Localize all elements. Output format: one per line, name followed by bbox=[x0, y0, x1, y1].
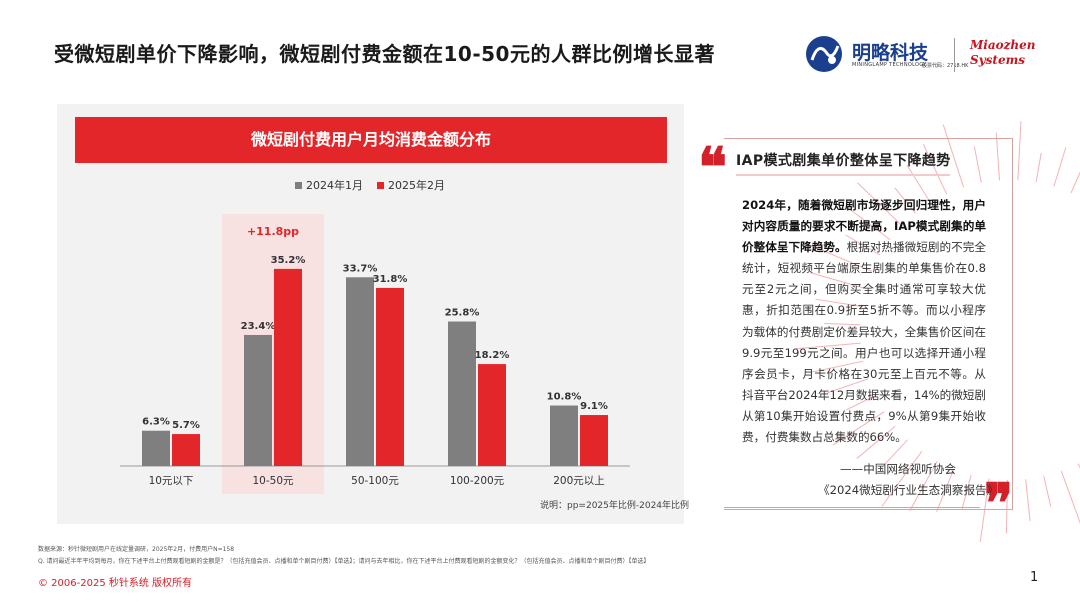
bar-2024-2 bbox=[346, 277, 374, 466]
x-tick-label-0: 10元以下 bbox=[149, 475, 194, 487]
quote-heading: IAP模式剧集单价整体呈下降趋势 bbox=[736, 153, 951, 169]
footnote-source: 数据来源：秒针微短剧用户在线定量调研，2025年2月，付费用户N=158 bbox=[38, 546, 235, 553]
data-label-2024-2: 33.7% bbox=[343, 263, 378, 274]
quote-box bbox=[724, 138, 1013, 510]
highlight-annotation: +11.8pp bbox=[247, 225, 299, 238]
quote-box-bottom-border bbox=[724, 507, 980, 508]
data-label-2025-3: 18.2% bbox=[475, 350, 510, 361]
bar-2025-3 bbox=[478, 364, 506, 466]
footnote-question: Q. 请问最近半年平均到每月，你在下述平台上付费观看短剧的金额是？（包括充值会员… bbox=[38, 558, 650, 565]
quote-body: 2024年，随着微短剧市场逐步回归理性，用户对内容质量的要求不断提高，IAP模式… bbox=[742, 195, 986, 448]
data-label-2024-3: 25.8% bbox=[445, 308, 480, 319]
open-quote-icon: ❝ bbox=[698, 135, 728, 199]
legend-swatch-2025 bbox=[377, 182, 384, 189]
data-label-2024-0: 6.3% bbox=[142, 417, 170, 428]
page-title: 受微短剧单价下降影响，微短剧付费金额在10-50元的人群比例增长显著 bbox=[54, 42, 715, 66]
logo-sub: 股票代码：2718.HK bbox=[922, 63, 969, 69]
quote-body-text: 根据对热播微短剧的不完全统计，短视频平台端原生剧集的单集售价在0.8元至2元之间… bbox=[742, 240, 986, 445]
bar-2025-0 bbox=[172, 434, 200, 466]
data-label-2025-2: 31.8% bbox=[373, 274, 408, 285]
miaozhen-line2: Systems bbox=[970, 53, 1026, 67]
legend-label-2024: 2024年1月 bbox=[306, 179, 363, 192]
legend-label-2025: 2025年2月 bbox=[388, 179, 445, 192]
miaozhen-line1: Miaozhen bbox=[970, 38, 1036, 52]
chart-title: 微短剧付费用户月均消费金额分布 bbox=[75, 117, 667, 163]
bar-2025-4 bbox=[580, 415, 608, 466]
bar-2025-2 bbox=[376, 287, 404, 466]
highlight-band bbox=[222, 214, 324, 494]
data-label-2025-0: 5.7% bbox=[172, 420, 200, 431]
quote-bold-text: 2024年，随着微短剧市场逐步回归理性，用户对内容质量的要求不断提高，IAP模式… bbox=[742, 198, 986, 255]
data-label-2024-4: 10.8% bbox=[547, 392, 582, 403]
page-number: 1 bbox=[1030, 570, 1039, 585]
quote-source: ——中国网络视听协会 bbox=[840, 462, 956, 476]
data-label-2024-1: 23.4% bbox=[241, 321, 276, 332]
x-tick-label-3: 100-200元 bbox=[450, 475, 505, 487]
x-tick-label-1: 10-50元 bbox=[252, 475, 294, 487]
header-logos: 明略科技 MININGLAMP TECHNOLOGY 股票代码：2718.HK … bbox=[804, 34, 1044, 74]
data-label-2025-1: 35.2% bbox=[271, 255, 306, 266]
bar-2024-4 bbox=[550, 405, 578, 466]
chart-legend: 2024年1月 2025年2月 bbox=[0, 177, 740, 193]
close-quote-icon: ❞ bbox=[984, 471, 1014, 535]
chart-note: 说明：pp=2025年比例-2024年比例 bbox=[540, 501, 690, 511]
quote-book: 《2024微短剧行业生态洞察报告》 bbox=[818, 483, 999, 497]
quote-heading-underline bbox=[736, 174, 950, 176]
mininglamp-logo-icon bbox=[806, 36, 842, 72]
miaozhen-logo: Miaozhen Systems bbox=[970, 38, 1036, 68]
bar-2024-3 bbox=[448, 321, 476, 466]
copyright: © 2006-2025 秒针系统 版权所有 bbox=[38, 578, 193, 589]
x-tick-label-4: 200元以上 bbox=[553, 475, 605, 487]
bar-2024-1 bbox=[244, 334, 272, 466]
data-label-2025-4: 9.1% bbox=[580, 401, 608, 412]
bar-2025-1 bbox=[274, 268, 302, 466]
logo-en: MININGLAMP TECHNOLOGY bbox=[852, 62, 927, 68]
logo-divider bbox=[954, 38, 955, 72]
x-tick-label-2: 50-100元 bbox=[351, 475, 399, 487]
bar-2024-0 bbox=[142, 430, 170, 466]
logo-cn: 明略科技 bbox=[852, 42, 929, 64]
legend-swatch-2024 bbox=[295, 182, 302, 189]
